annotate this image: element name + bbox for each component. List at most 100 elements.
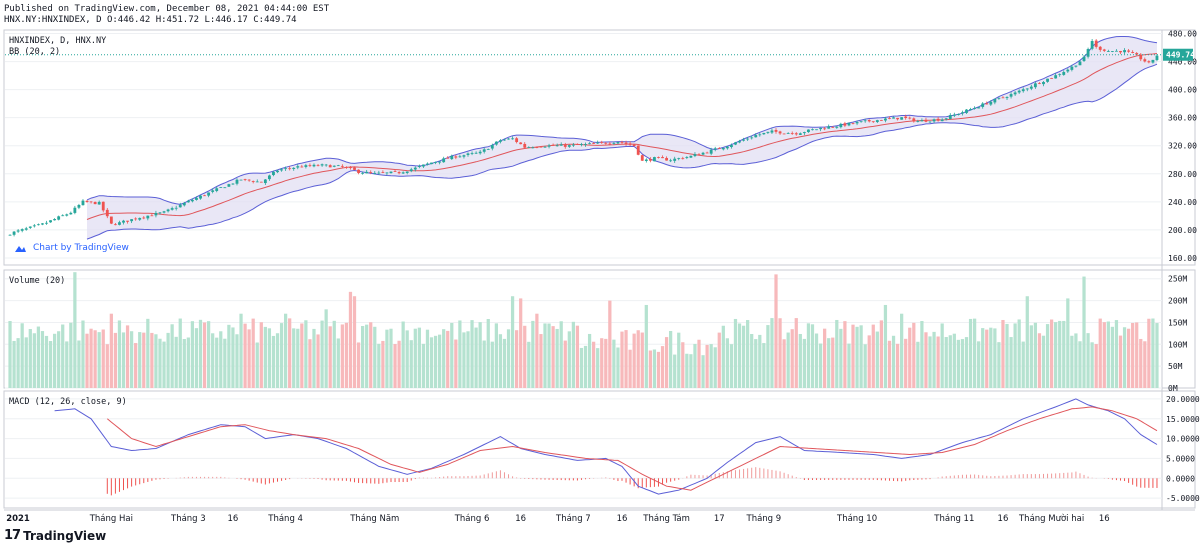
tradingview-logo[interactable]: 17 TradingView: [4, 528, 106, 543]
candle-body: [53, 219, 57, 221]
candle-body: [49, 220, 52, 223]
candle-body: [677, 158, 681, 159]
volume-bar: [677, 332, 681, 388]
volume-bar: [887, 340, 892, 388]
volume-bar: [1110, 326, 1115, 388]
candle-body: [1001, 97, 1005, 99]
pane-frame-3: [3, 390, 1196, 509]
volume-bar: [1062, 320, 1066, 388]
volume-bar: [429, 337, 434, 388]
candle-body: [369, 172, 373, 173]
volume-bars[interactable]: [8, 272, 1159, 388]
candle-body: [1074, 65, 1078, 67]
volume-bar: [964, 337, 969, 388]
volume-bar: [170, 324, 174, 388]
candle-body: [1062, 72, 1066, 75]
volume-bar: [847, 343, 851, 388]
volume-tick-label: 200M: [1168, 297, 1187, 306]
candle-body: [1106, 51, 1110, 52]
volume-bar: [129, 331, 134, 388]
candle-body: [199, 195, 202, 199]
volume-bar: [762, 343, 766, 388]
volume-bar: [211, 333, 215, 388]
volume-bar: [134, 343, 138, 388]
volume-bar: [494, 323, 498, 388]
time-tick-label: Tháng 4: [267, 514, 303, 524]
volume-bar: [405, 330, 409, 388]
volume-bar: [85, 333, 89, 388]
volume-bar: [1090, 342, 1094, 388]
volume-bar: [559, 321, 563, 388]
candle-body: [150, 215, 154, 217]
volume-bar: [486, 319, 490, 388]
volume-bar: [1066, 298, 1070, 388]
macd-legend[interactable]: MACD (12, 26, close, 9): [9, 397, 127, 407]
volume-bar: [219, 331, 223, 388]
candle-body: [134, 218, 138, 220]
chart-watermark[interactable]: Chart by TradingView: [14, 243, 129, 253]
volume-legend[interactable]: Volume (20): [9, 276, 65, 286]
volume-bar: [206, 321, 211, 388]
volume-bar: [608, 300, 612, 388]
candle-body: [596, 142, 600, 144]
candle-body: [584, 144, 587, 145]
candle-body: [223, 187, 227, 189]
volume-bar: [960, 339, 965, 388]
time-tick-label: Tháng Tám: [642, 514, 690, 524]
candle-body: [916, 121, 920, 122]
candle-body: [879, 120, 883, 121]
candle-body: [701, 152, 705, 155]
volume-bar: [348, 291, 353, 388]
candle-body: [373, 172, 377, 174]
candle-body: [632, 144, 636, 147]
volume-bar: [267, 328, 272, 388]
candle-body: [126, 220, 129, 222]
candle-body: [12, 231, 16, 235]
candle-body: [16, 230, 20, 232]
volume-bar: [1045, 324, 1050, 388]
price-legend-1[interactable]: BB (20, 2): [9, 47, 60, 57]
candle-body: [1143, 59, 1147, 62]
volume-bar: [920, 321, 924, 388]
candle-body: [190, 199, 194, 202]
candle-body: [944, 118, 948, 120]
volume-bar: [1049, 319, 1054, 388]
candle-body: [531, 147, 535, 149]
candle-body: [458, 156, 462, 158]
candles[interactable]: [8, 39, 1159, 237]
candle-body: [875, 120, 879, 123]
candle-body: [158, 212, 162, 214]
volume-bar: [600, 338, 604, 388]
candle-body: [1131, 52, 1135, 53]
volume-bar: [154, 334, 158, 388]
volume-bar: [664, 337, 669, 388]
candle-body: [519, 142, 523, 145]
volume-bar: [1025, 296, 1029, 388]
volume-bar: [1033, 322, 1038, 388]
price-tick-label: 480.00: [1168, 30, 1197, 39]
volume-bar: [381, 340, 385, 388]
volume-bar: [332, 320, 336, 388]
volume-bar: [304, 320, 308, 388]
volume-bar: [956, 339, 961, 388]
candle-body: [693, 154, 697, 157]
volume-bar: [288, 318, 292, 388]
price-legend-0[interactable]: HNXINDEX, D, HNX.NY: [9, 36, 106, 46]
volume-bar: [28, 329, 32, 388]
volume-bar: [259, 322, 263, 388]
price-tick-label: 400.00: [1168, 86, 1197, 95]
time-tick-label: Tháng Mười hai: [1018, 513, 1084, 524]
volume-bar: [660, 346, 665, 388]
candle-body: [851, 123, 855, 124]
volume-bar: [105, 344, 109, 388]
volume-bar: [770, 318, 774, 388]
candle-body: [288, 168, 292, 170]
volume-bar: [174, 336, 178, 388]
candle-body: [174, 207, 178, 209]
candle-body: [802, 132, 806, 134]
candle-body: [219, 187, 223, 189]
volume-bar: [421, 343, 426, 388]
candle-body: [498, 140, 502, 142]
volume-bar: [782, 339, 786, 388]
